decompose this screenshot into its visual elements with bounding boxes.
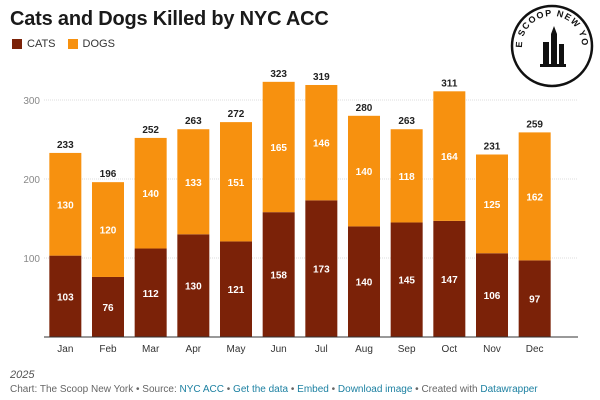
y-tick-label: 100 (23, 254, 40, 265)
x-tick-label: Apr (186, 344, 202, 355)
data-label-cats: 130 (185, 282, 202, 293)
data-label-cats: 97 (529, 295, 541, 306)
embed-link[interactable]: Embed (297, 384, 329, 395)
bar-dogs (134, 137, 167, 249)
total-label: 263 (398, 116, 415, 127)
bar-dogs (262, 81, 295, 213)
bar-dogs (348, 115, 380, 227)
footer-separator: • Created with (412, 384, 481, 395)
bar-cats (262, 212, 295, 337)
x-tick-label: Dec (526, 344, 544, 355)
x-tick-label: Oct (442, 344, 458, 355)
total-label: 259 (526, 119, 543, 130)
data-label-dogs: 162 (526, 192, 543, 203)
footer-separator: • (223, 384, 234, 395)
total-label: 272 (228, 109, 245, 120)
data-label-cats: 140 (356, 278, 373, 289)
data-label-dogs: 140 (356, 167, 373, 178)
legend: CATS DOGS (12, 38, 115, 50)
datawrapper-link[interactable]: Datawrapper (480, 384, 538, 395)
total-label: 196 (100, 169, 117, 180)
data-label-cats: 103 (57, 292, 74, 303)
x-tick-label: Nov (483, 344, 501, 355)
legend-item-dogs: DOGS (67, 38, 115, 50)
bar-cats (134, 248, 167, 337)
legend-item-cats: CATS (12, 38, 56, 50)
total-label: 319 (313, 72, 330, 83)
legend-label-dogs: DOGS (82, 38, 115, 50)
legend-swatch-cats (12, 39, 22, 49)
data-label-dogs: 164 (441, 152, 458, 163)
bar-cats (390, 222, 423, 337)
bar-dogs (305, 84, 338, 201)
bar-cats (49, 255, 82, 337)
data-label-cats: 158 (270, 271, 287, 282)
legend-swatch-dogs (67, 39, 78, 49)
scoop-logo: THE SCOOP NEW YORK (510, 4, 594, 88)
x-tick-label: Sep (398, 344, 416, 355)
y-tick-label: 200 (23, 175, 40, 186)
total-label: 263 (185, 116, 202, 127)
x-tick-label: Mar (142, 344, 160, 355)
footer-separator: • (288, 384, 298, 395)
bar-cats (433, 220, 466, 337)
data-label-dogs: 151 (228, 178, 245, 189)
data-label-dogs: 165 (270, 143, 287, 154)
x-tick-label: Aug (355, 344, 373, 355)
y-tick-label: 300 (23, 96, 40, 107)
data-label-dogs: 120 (100, 226, 117, 237)
nyc-skyline-icon (540, 26, 566, 67)
bar-dogs (518, 132, 551, 261)
footer-credit: Chart: The Scoop New York (10, 384, 134, 395)
data-label-cats: 76 (102, 303, 114, 314)
data-label-cats: 121 (228, 285, 245, 296)
footer-separator: • Source: (133, 384, 180, 395)
total-label: 233 (57, 140, 74, 151)
x-tick-label: May (227, 344, 246, 355)
bar-cats (177, 234, 210, 337)
data-label-dogs: 146 (313, 139, 330, 150)
x-tick-label: Jul (315, 344, 328, 355)
total-label: 311 (441, 78, 458, 89)
bar-cats (92, 276, 124, 337)
bar-cats (476, 253, 508, 337)
chart-title: Cats and Dogs Killed by NYC ACC (10, 8, 329, 30)
bar-cats (305, 200, 338, 337)
x-tick-label: Jun (271, 344, 287, 355)
x-tick-label: Jan (57, 344, 73, 355)
data-label-cats: 112 (143, 289, 160, 300)
data-label-cats: 173 (313, 265, 330, 276)
data-label-dogs: 125 (484, 200, 501, 211)
data-label-dogs: 140 (142, 189, 159, 200)
get-data-link[interactable]: Get the data (233, 384, 289, 395)
source-link[interactable]: NYC ACC (179, 384, 224, 395)
chart-footer: Chart: The Scoop New York • Source: NYC … (10, 384, 538, 395)
bar-dogs (390, 129, 423, 223)
bar-dogs (433, 91, 466, 221)
download-image-link[interactable]: Download image (337, 384, 413, 395)
data-label-dogs: 118 (399, 172, 416, 183)
data-label-dogs: 133 (185, 178, 202, 189)
bar-cats (220, 241, 252, 337)
legend-label-cats: CATS (27, 38, 56, 50)
total-label: 231 (484, 142, 501, 153)
x-tick-label: Feb (99, 344, 117, 355)
data-label-cats: 145 (398, 276, 415, 287)
bar-dogs (49, 152, 82, 256)
data-label-cats: 106 (484, 291, 501, 302)
data-label-cats: 147 (441, 275, 458, 286)
footer-separator: • (328, 384, 338, 395)
bar-dogs (92, 182, 124, 277)
total-label: 252 (142, 125, 159, 136)
total-label: 280 (356, 103, 373, 114)
data-label-dogs: 130 (57, 200, 74, 211)
bar-dogs (220, 122, 252, 242)
bar-cats (518, 260, 551, 337)
bar-dogs (476, 154, 508, 254)
bar-cats (348, 226, 380, 337)
bar-dogs (177, 129, 210, 235)
total-label: 323 (270, 69, 287, 80)
year-note: 2025 (10, 369, 35, 381)
